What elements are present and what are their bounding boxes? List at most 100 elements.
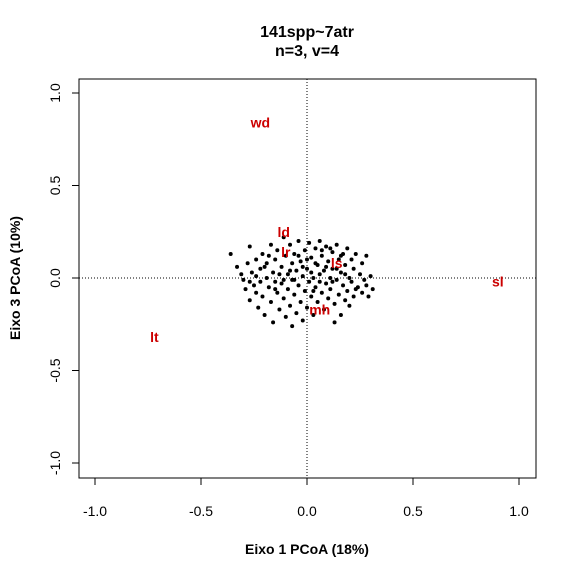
species-point bbox=[298, 259, 303, 264]
species-point bbox=[328, 246, 333, 251]
variable-label-lt: lt bbox=[150, 329, 159, 345]
species-point bbox=[283, 253, 288, 258]
species-point bbox=[345, 246, 350, 251]
species-point bbox=[347, 276, 352, 280]
species-point bbox=[364, 283, 369, 288]
species-point bbox=[343, 263, 348, 268]
species-point bbox=[353, 287, 358, 292]
species-point bbox=[302, 288, 307, 293]
species-point bbox=[309, 255, 314, 260]
species-point bbox=[258, 266, 263, 271]
species-point bbox=[326, 296, 331, 301]
species-point bbox=[368, 274, 373, 279]
species-point bbox=[288, 268, 293, 273]
species-point bbox=[300, 274, 305, 279]
species-point bbox=[228, 251, 233, 256]
x-tick-label: -0.5 bbox=[189, 503, 213, 519]
species-point bbox=[292, 251, 297, 256]
species-point bbox=[288, 303, 293, 308]
variable-label-mh: mh bbox=[309, 301, 330, 317]
species-point bbox=[305, 266, 309, 271]
x-tick-label: 0.0 bbox=[297, 503, 317, 519]
species-point bbox=[360, 290, 365, 295]
species-point bbox=[292, 292, 297, 297]
species-point bbox=[358, 272, 362, 277]
y-tick-label: -0.5 bbox=[47, 358, 63, 382]
species-point bbox=[288, 242, 293, 247]
species-point bbox=[283, 314, 288, 319]
species-point bbox=[321, 268, 326, 273]
species-point bbox=[351, 266, 356, 271]
species-point bbox=[319, 248, 324, 253]
species-point bbox=[281, 235, 286, 240]
species-point bbox=[332, 301, 337, 306]
species-point bbox=[290, 324, 295, 329]
species-point bbox=[277, 272, 282, 277]
species-point bbox=[307, 240, 312, 245]
species-point bbox=[249, 270, 254, 275]
variable-label-ls: ls bbox=[331, 255, 343, 271]
y-axis: -1.0 -0.5 0.0 0.5 1.0 bbox=[47, 83, 80, 475]
species-point bbox=[266, 285, 271, 290]
species-point bbox=[296, 253, 301, 258]
species-points bbox=[228, 235, 375, 329]
species-point bbox=[258, 279, 263, 284]
species-point bbox=[268, 300, 273, 305]
species-point bbox=[273, 257, 278, 262]
species-point bbox=[349, 257, 354, 262]
species-point bbox=[317, 272, 322, 277]
species-point bbox=[260, 251, 265, 256]
variable-label-ld: ld bbox=[277, 224, 289, 240]
species-point bbox=[260, 294, 265, 299]
variable-label-sl: sl bbox=[492, 274, 504, 290]
species-point bbox=[277, 307, 282, 312]
species-point bbox=[254, 290, 259, 295]
species-point bbox=[256, 305, 261, 310]
species-point bbox=[330, 279, 335, 284]
species-point bbox=[336, 257, 341, 262]
species-point bbox=[317, 239, 322, 243]
species-point bbox=[243, 287, 248, 292]
species-point bbox=[364, 253, 369, 258]
species-point bbox=[317, 279, 322, 284]
species-point bbox=[247, 298, 252, 303]
y-tick-label: 0.5 bbox=[47, 176, 63, 196]
species-point bbox=[281, 296, 286, 301]
species-point bbox=[328, 287, 333, 292]
species-point bbox=[330, 266, 335, 271]
species-point bbox=[294, 311, 299, 316]
species-point bbox=[343, 298, 348, 303]
species-point bbox=[254, 257, 259, 262]
y-tick-label: -1.0 bbox=[47, 451, 63, 475]
species-point bbox=[268, 242, 273, 247]
species-point bbox=[305, 257, 309, 262]
species-point bbox=[262, 264, 267, 269]
species-point bbox=[300, 318, 305, 323]
species-point bbox=[296, 283, 301, 288]
species-point bbox=[345, 288, 350, 293]
y-axis-label: Eixo 3 PCoA (10%) bbox=[7, 216, 23, 340]
species-point bbox=[235, 264, 240, 269]
species-point bbox=[245, 261, 250, 266]
species-point bbox=[290, 261, 295, 266]
species-point bbox=[273, 287, 278, 292]
variable-label-wd: wd bbox=[250, 115, 270, 131]
species-point bbox=[311, 276, 316, 280]
species-point bbox=[309, 270, 314, 275]
reference-lines bbox=[79, 79, 536, 478]
species-point bbox=[338, 313, 343, 317]
species-point bbox=[254, 274, 259, 279]
species-point bbox=[319, 253, 324, 258]
y-tick-label: 0.0 bbox=[47, 268, 63, 288]
variable-labels: wd ld lr ls sl mh lt bbox=[150, 115, 504, 346]
species-point bbox=[313, 261, 318, 266]
species-point bbox=[281, 277, 286, 282]
species-point bbox=[334, 266, 339, 271]
species-point bbox=[279, 264, 284, 269]
species-point bbox=[264, 261, 269, 266]
species-point bbox=[279, 281, 284, 286]
species-point bbox=[285, 272, 290, 277]
species-point bbox=[343, 272, 348, 277]
chart-title-line-2: n=3, v=4 bbox=[275, 43, 339, 60]
